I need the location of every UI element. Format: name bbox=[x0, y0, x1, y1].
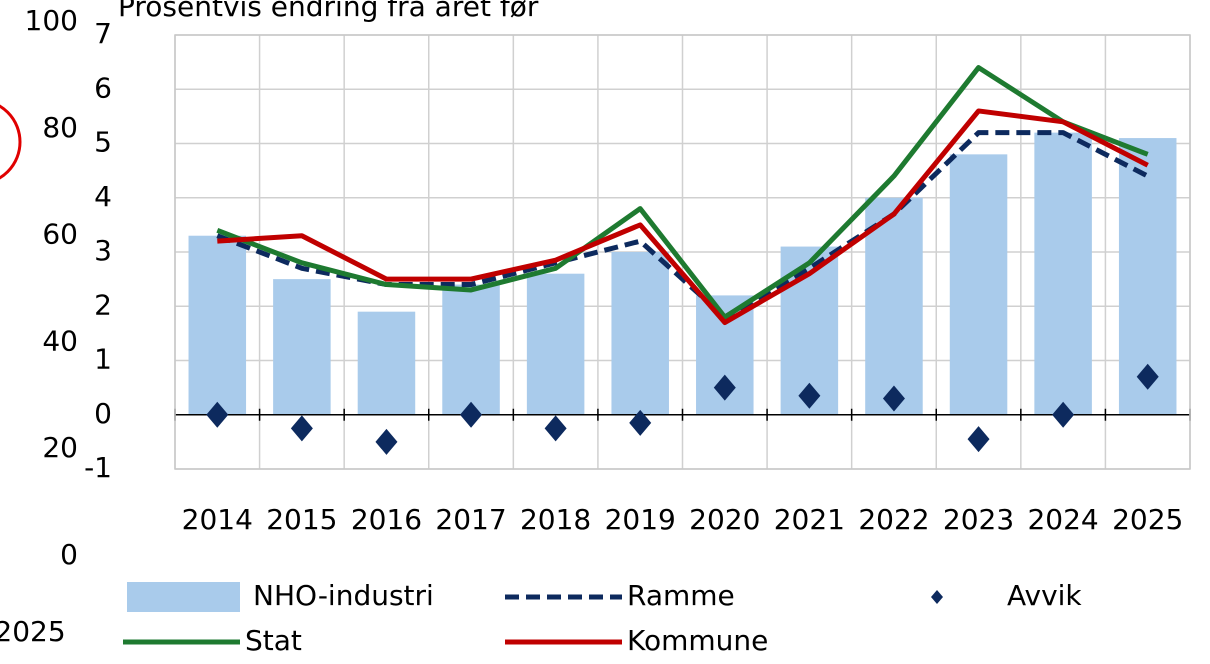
y-tick-label: -1 bbox=[84, 451, 112, 484]
bar bbox=[1034, 132, 1092, 415]
y-tick-label: 20 bbox=[42, 431, 78, 464]
x-tick-label: 2015 bbox=[266, 503, 337, 536]
y-tick-label: 60 bbox=[42, 218, 78, 251]
x-tick-label: 2019 bbox=[605, 503, 676, 536]
diamond-marker bbox=[713, 374, 736, 401]
y-tick-label: 2 bbox=[94, 288, 112, 321]
x-tick-label: 2018 bbox=[520, 503, 591, 536]
bar bbox=[188, 235, 247, 415]
legend-label: Avvik bbox=[1007, 579, 1082, 612]
diamond-marker bbox=[290, 415, 313, 442]
y-tick-label: 0 bbox=[60, 538, 78, 571]
y-tick-label: 4 bbox=[94, 180, 112, 213]
diamond-marker bbox=[544, 415, 567, 442]
x-tick-label: 2021 bbox=[774, 503, 845, 536]
bar bbox=[526, 273, 585, 415]
x-tick-label: 2020 bbox=[689, 503, 760, 536]
x-tick-label: 2024 bbox=[1027, 503, 1098, 536]
bar bbox=[442, 284, 500, 415]
bar bbox=[611, 252, 669, 415]
x-tick-label: 2023 bbox=[943, 503, 1014, 536]
series-line bbox=[216, 65, 1149, 320]
legend-label: Stat bbox=[245, 624, 302, 657]
legend-label: Ramme bbox=[627, 579, 735, 612]
series-line bbox=[216, 130, 1149, 320]
legend-swatch bbox=[931, 590, 943, 604]
diamond-marker bbox=[967, 426, 990, 453]
x-tick-label: 2022 bbox=[858, 503, 929, 536]
diamond-marker bbox=[798, 382, 821, 409]
x-tick-label: 2014 bbox=[182, 503, 253, 536]
y-tick-label: 40 bbox=[42, 324, 78, 357]
y-tick-label: 6 bbox=[94, 71, 112, 104]
bar bbox=[949, 154, 1008, 415]
x-tick-label: 2016 bbox=[351, 503, 422, 536]
diamond-marker bbox=[882, 385, 905, 412]
x-tick-label: 2025 bbox=[0, 615, 66, 648]
legend-label: Kommune bbox=[627, 624, 768, 657]
diamond-marker bbox=[1052, 401, 1075, 428]
x-tick-label: 2025 bbox=[1112, 503, 1183, 536]
y-tick-label: 5 bbox=[94, 126, 112, 159]
bar bbox=[357, 311, 416, 415]
highlight-circle bbox=[0, 104, 22, 180]
bar bbox=[273, 279, 331, 415]
x-tick-label: 2017 bbox=[435, 503, 506, 536]
y-tick-label: 80 bbox=[42, 111, 78, 144]
y-tick-label: 100 bbox=[25, 4, 78, 37]
y-tick-label: 7 bbox=[94, 17, 112, 50]
bar bbox=[865, 197, 923, 415]
series-line bbox=[217, 108, 1149, 326]
y-tick-label: 0 bbox=[94, 397, 112, 430]
legend-swatch bbox=[127, 582, 240, 612]
y-tick-label: 3 bbox=[94, 234, 112, 267]
plot-border bbox=[174, 34, 1191, 470]
chart-subtitle: Prosentvis endring fra året før bbox=[118, 0, 539, 23]
diamond-marker bbox=[206, 401, 229, 428]
legend-label: NHO-industri bbox=[253, 579, 434, 612]
y-tick-label: 1 bbox=[94, 343, 112, 376]
diamond-marker bbox=[375, 428, 398, 455]
diamond-marker bbox=[1136, 363, 1159, 390]
diamond-marker bbox=[460, 401, 483, 428]
diamond-marker bbox=[629, 409, 652, 436]
